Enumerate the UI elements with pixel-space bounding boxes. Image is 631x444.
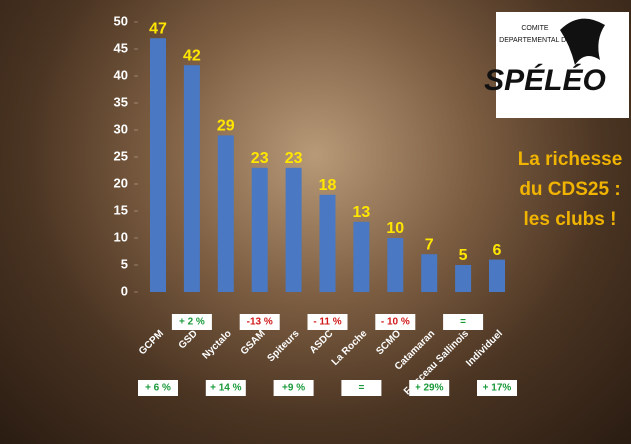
data-label: 23 (251, 150, 269, 167)
change-label: + 14 % (210, 383, 242, 394)
data-label: 42 (183, 47, 201, 64)
data-label: 7 (425, 236, 434, 253)
x-tick-label: Nyctalo (200, 328, 233, 361)
y-tick-label: 30 (114, 121, 128, 136)
bar (252, 168, 268, 292)
y-tick-label: 45 (114, 40, 128, 55)
title-line: les clubs ! (524, 209, 617, 230)
y-tick-label: 10 (114, 229, 128, 244)
change-label: + 2 % (179, 317, 205, 328)
bar (218, 135, 234, 292)
slide: COMITE DEPARTEMENTAL DE SPÉLÉO La riches… (0, 0, 631, 444)
bar (320, 195, 336, 292)
bar (455, 265, 471, 292)
y-tick-label: 50 (114, 13, 128, 28)
change-label: + 6 % (145, 383, 171, 394)
data-label: 47 (149, 20, 167, 37)
bar (353, 222, 369, 292)
change-label: = (460, 317, 466, 328)
x-tick-label: Spiteurs (266, 328, 302, 364)
y-tick-label: 40 (114, 67, 128, 82)
bar (387, 238, 403, 292)
change-label: -13 % (247, 317, 273, 328)
bar (150, 38, 166, 292)
bar (489, 260, 505, 292)
x-tick-label: Individuel (464, 328, 505, 369)
change-label: + 17% (483, 383, 512, 394)
x-tick-label: GCPM (137, 328, 166, 357)
y-tick-label: 25 (114, 148, 128, 163)
y-tick-label: 5 (121, 256, 128, 271)
logo-text: COMITE (521, 25, 549, 32)
change-label: - 10 % (381, 317, 410, 328)
data-label: 5 (459, 247, 468, 264)
data-label: 29 (217, 118, 235, 135)
bar (286, 168, 302, 292)
bar (421, 254, 437, 292)
logo-text: DEPARTEMENTAL DE (499, 37, 571, 44)
x-tick-label: GSD (177, 328, 200, 351)
change-label: = (358, 383, 364, 394)
change-label: +9 % (282, 383, 305, 394)
data-label: 6 (493, 242, 502, 259)
data-label: 23 (285, 150, 303, 167)
title-line: du CDS25 : (519, 179, 620, 200)
data-label: 10 (386, 220, 404, 237)
change-label: - 11 % (313, 317, 341, 328)
bar (184, 65, 200, 292)
x-tick-label: SCMO (374, 328, 403, 357)
x-tick-label: GSAM (239, 328, 268, 357)
title-line: La richesse (518, 149, 623, 170)
y-tick-label: 20 (114, 175, 128, 190)
y-tick-label: 0 (121, 283, 128, 298)
y-tick-label: 15 (114, 202, 128, 217)
chart: COMITE DEPARTEMENTAL DE SPÉLÉO La riches… (0, 0, 631, 444)
logo-text: SPÉLÉO (484, 63, 606, 97)
data-label: 13 (353, 204, 371, 221)
x-tick-label: ASDC (308, 328, 336, 356)
y-tick-label: 35 (114, 94, 128, 109)
x-tick-label: La Roche (330, 328, 370, 368)
chart-title: La richesse du CDS25 : les clubs ! (518, 149, 623, 230)
data-label: 18 (319, 177, 337, 194)
